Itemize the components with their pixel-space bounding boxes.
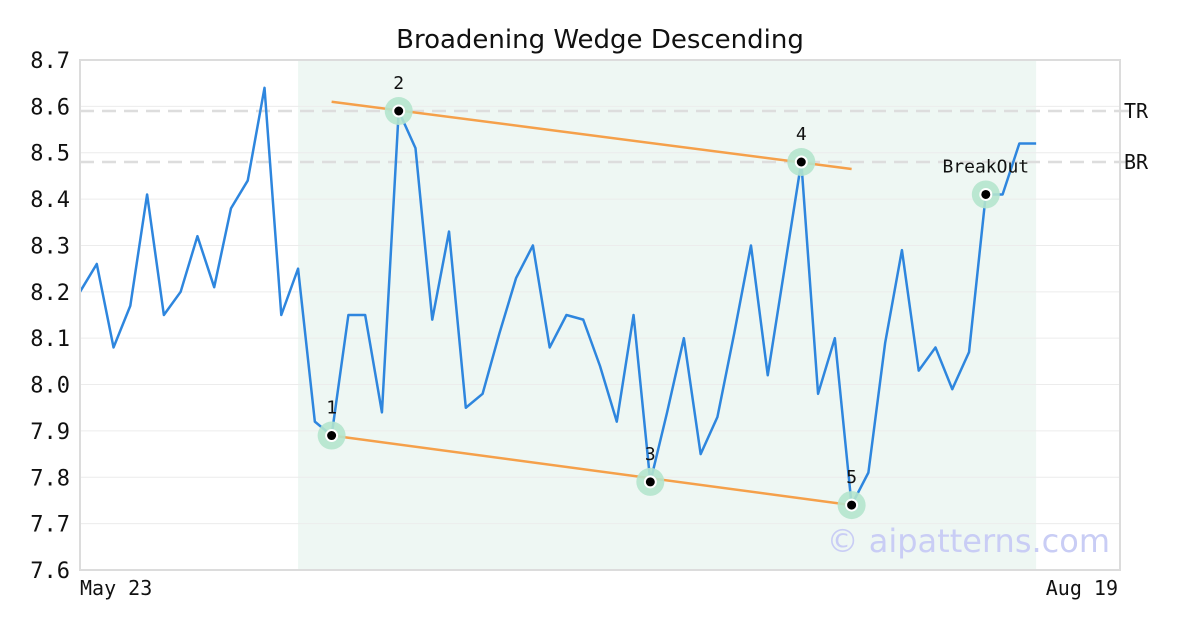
plot-frame [79,59,1121,571]
trend-line [331,100,852,171]
point-marker [979,187,993,201]
x-start-label: May 23 [80,576,152,600]
trend-lines [331,100,852,507]
pattern-region-layer [298,60,1037,570]
y-tick-label: 7.6 [30,559,70,584]
y-tick-label: 8.0 [30,374,70,399]
point-marker [392,104,406,118]
point-label: 2 [393,73,404,94]
point-label: 4 [796,124,807,145]
chart-title: Broadening Wedge Descending [396,25,804,55]
watermark: © aipatterns.com [827,522,1110,560]
y-tick-label: 7.9 [30,420,70,445]
point-marker [325,429,339,443]
y-tick-label: 8.5 [30,142,70,167]
price-series [78,86,1037,507]
y-tick-label: 8.6 [30,95,70,120]
y-tick-label: 8.2 [30,281,70,306]
y-tick-label: 8.7 [30,49,70,74]
point-label: BreakOut [942,156,1029,177]
axis-ticks: 7.6 7.7 7.8 7.9 8.0 8.1 8.2 8.3 8.4 8.5 8.6 8.7 [30,49,70,584]
y-tick-label: 8.1 [30,327,70,352]
point-label: 3 [645,444,656,465]
point-label: 1 [326,398,337,419]
y-tick-label: 8.4 [30,188,70,213]
y-tick-label: 8.3 [30,234,70,259]
y-tick-label: 7.8 [30,466,70,491]
x-end-label: Aug 19 [1046,576,1118,600]
series-line [78,86,1037,507]
point-marker [643,475,657,489]
reference-line-label: BR [1124,150,1149,174]
point-marker [794,155,808,169]
y-tick-label: 7.7 [30,513,70,538]
pattern-points: 1 2 3 4 5 BreakOut [317,73,1029,520]
reference-line-label: TR [1124,99,1149,123]
reference-lines: TR BR [80,99,1149,174]
point-label: 5 [846,467,857,488]
trend-line [331,434,852,507]
pattern-region [298,60,1037,570]
point-marker [845,498,859,512]
